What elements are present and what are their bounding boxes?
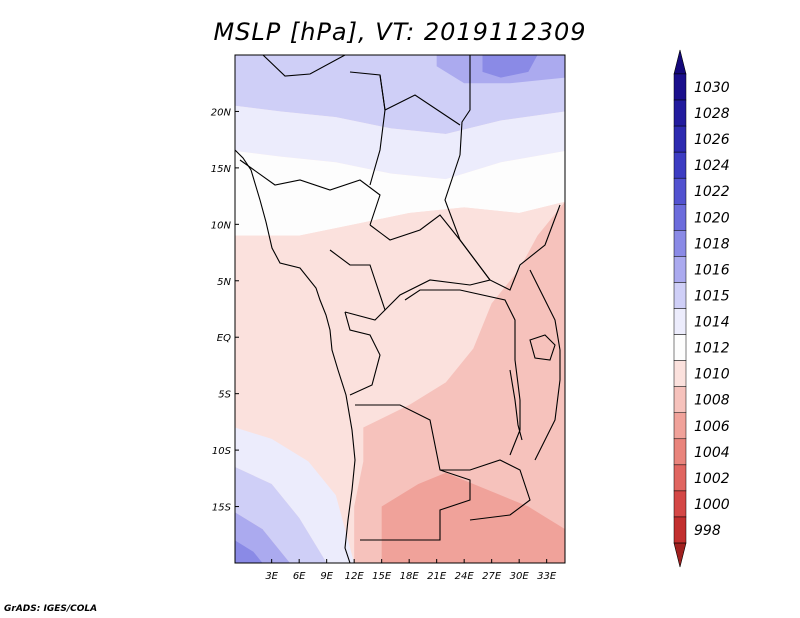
colorbar-swatch-1018 bbox=[673, 230, 687, 257]
y-tick-label-5N: 5N bbox=[217, 277, 231, 288]
colorbar-swatch-1012 bbox=[673, 334, 687, 361]
coastline-west-africa bbox=[235, 149, 356, 563]
x-tick-label-15E: 15E bbox=[372, 571, 392, 582]
colorbar-label-1030: 1030 bbox=[694, 80, 730, 96]
colorbar-low-arrow bbox=[673, 542, 687, 568]
border-drc-east bbox=[404, 289, 521, 456]
border-sahel bbox=[239, 159, 381, 226]
colorbar-label-1002: 1002 bbox=[694, 471, 730, 487]
colorbar-label-1012: 1012 bbox=[694, 341, 730, 357]
border-zambia bbox=[440, 459, 531, 521]
x-tick-label-33E: 33E bbox=[537, 571, 557, 582]
colorbar-swatch-1008 bbox=[673, 386, 687, 413]
colorbar-label-1000: 1000 bbox=[694, 497, 730, 513]
colorbar-swatch-1002 bbox=[673, 464, 687, 492]
colorbar-swatch-1028 bbox=[673, 99, 687, 127]
colorbar-swatch-1026 bbox=[673, 125, 687, 153]
country-borders bbox=[235, 55, 561, 563]
y-tick-label-10N: 10N bbox=[211, 220, 232, 231]
colorbar-swatch-1010 bbox=[673, 360, 687, 387]
y-tick-label-20N: 20N bbox=[211, 107, 232, 118]
colorbar-label-998: 998 bbox=[694, 523, 721, 539]
border-angola bbox=[355, 404, 471, 541]
border-east bbox=[529, 269, 561, 461]
colorbar-label-1028: 1028 bbox=[694, 106, 730, 122]
field-region-1018-2 bbox=[482, 55, 538, 78]
colorbar-label-1010: 1010 bbox=[694, 367, 730, 383]
x-tick-label-18E: 18E bbox=[400, 571, 420, 582]
colorbar-swatch-1015 bbox=[673, 282, 687, 309]
x-tick-label-30E: 30E bbox=[510, 571, 530, 582]
colorbar-label-1008: 1008 bbox=[694, 393, 730, 409]
field-region-1012-4 bbox=[235, 150, 565, 236]
colorbar-swatch-1016 bbox=[673, 256, 687, 283]
y-tick-label-15S: 15S bbox=[212, 503, 232, 514]
colorbar-label-1018: 1018 bbox=[694, 236, 730, 252]
colorbar-label-1014: 1014 bbox=[694, 315, 730, 331]
colorbar-swatch-998 bbox=[673, 516, 687, 544]
y-tick-label-EQ: EQ bbox=[217, 333, 231, 344]
colorbar-swatch-1022 bbox=[673, 177, 687, 205]
border-car bbox=[369, 214, 491, 311]
colorbar-label-1020: 1020 bbox=[694, 210, 730, 226]
colorbar-swatch-1020 bbox=[673, 204, 687, 231]
colorbar-high-arrow bbox=[673, 49, 687, 75]
y-tick-label-15N: 15N bbox=[211, 164, 232, 175]
colorbar-label-1022: 1022 bbox=[694, 184, 730, 200]
colorbar-swatch-1024 bbox=[673, 151, 687, 179]
border-libya-egypt bbox=[459, 55, 471, 156]
colorbar-label-1006: 1006 bbox=[694, 419, 730, 435]
colorbar-swatch-1004 bbox=[673, 438, 687, 466]
x-tick-label-21E: 21E bbox=[427, 571, 447, 582]
grads-credit: GrADS: IGES/COLA bbox=[4, 604, 98, 614]
lake-victoria bbox=[529, 334, 556, 361]
colorbar-swatch-1030 bbox=[673, 73, 687, 101]
colorbar-label-1026: 1026 bbox=[694, 132, 730, 148]
colorbar-label-1004: 1004 bbox=[694, 445, 730, 461]
x-axis: 3E 6E 9E 12E 15E 18E 21E 24E 27E 30E 33E bbox=[265, 559, 557, 582]
border-congo bbox=[344, 311, 381, 396]
colorbar-swatch-1000 bbox=[673, 490, 687, 518]
border-cameroon bbox=[329, 249, 386, 321]
colorbar: 1030 1028 1026 1024 1022 1020 1018 1016 1015 1014… bbox=[673, 49, 730, 568]
field-region-1015-9 bbox=[235, 467, 327, 563]
border-sahara-north bbox=[262, 55, 346, 77]
x-tick-label-3E: 3E bbox=[265, 571, 278, 582]
colorbar-swatch-1014 bbox=[673, 308, 687, 335]
field-region-1014-3 bbox=[235, 105, 565, 180]
y-tick-label-10S: 10S bbox=[212, 446, 232, 457]
border-sudan bbox=[444, 154, 561, 291]
plot-frame bbox=[234, 54, 566, 564]
field-region-1014-8 bbox=[235, 427, 355, 563]
field-region-1018-11 bbox=[235, 540, 263, 563]
x-tick-label-27E: 27E bbox=[482, 571, 502, 582]
colorbar-label-1016: 1016 bbox=[694, 262, 730, 278]
y-axis: 20N 15N 10N 5N EQ 5S 10S 15S bbox=[211, 107, 239, 514]
y-tick-label-5S: 5S bbox=[218, 390, 231, 401]
x-tick-label-24E: 24E bbox=[455, 571, 475, 582]
lake-tanganyika bbox=[509, 369, 523, 441]
x-tick-label-9E: 9E bbox=[320, 571, 333, 582]
field-region-1008-6 bbox=[354, 201, 565, 563]
x-tick-label-12E: 12E bbox=[345, 571, 365, 582]
border-niger-chad bbox=[349, 71, 386, 186]
colorbar-label-1015: 1015 bbox=[694, 288, 730, 304]
x-tick-label-6E: 6E bbox=[293, 571, 306, 582]
chart-title: MSLP [hPa], VT: 2019112309 bbox=[213, 18, 587, 46]
colorbar-swatch-1006 bbox=[673, 412, 687, 440]
colorbar-label-1024: 1024 bbox=[694, 158, 730, 174]
pressure-field bbox=[235, 55, 565, 563]
